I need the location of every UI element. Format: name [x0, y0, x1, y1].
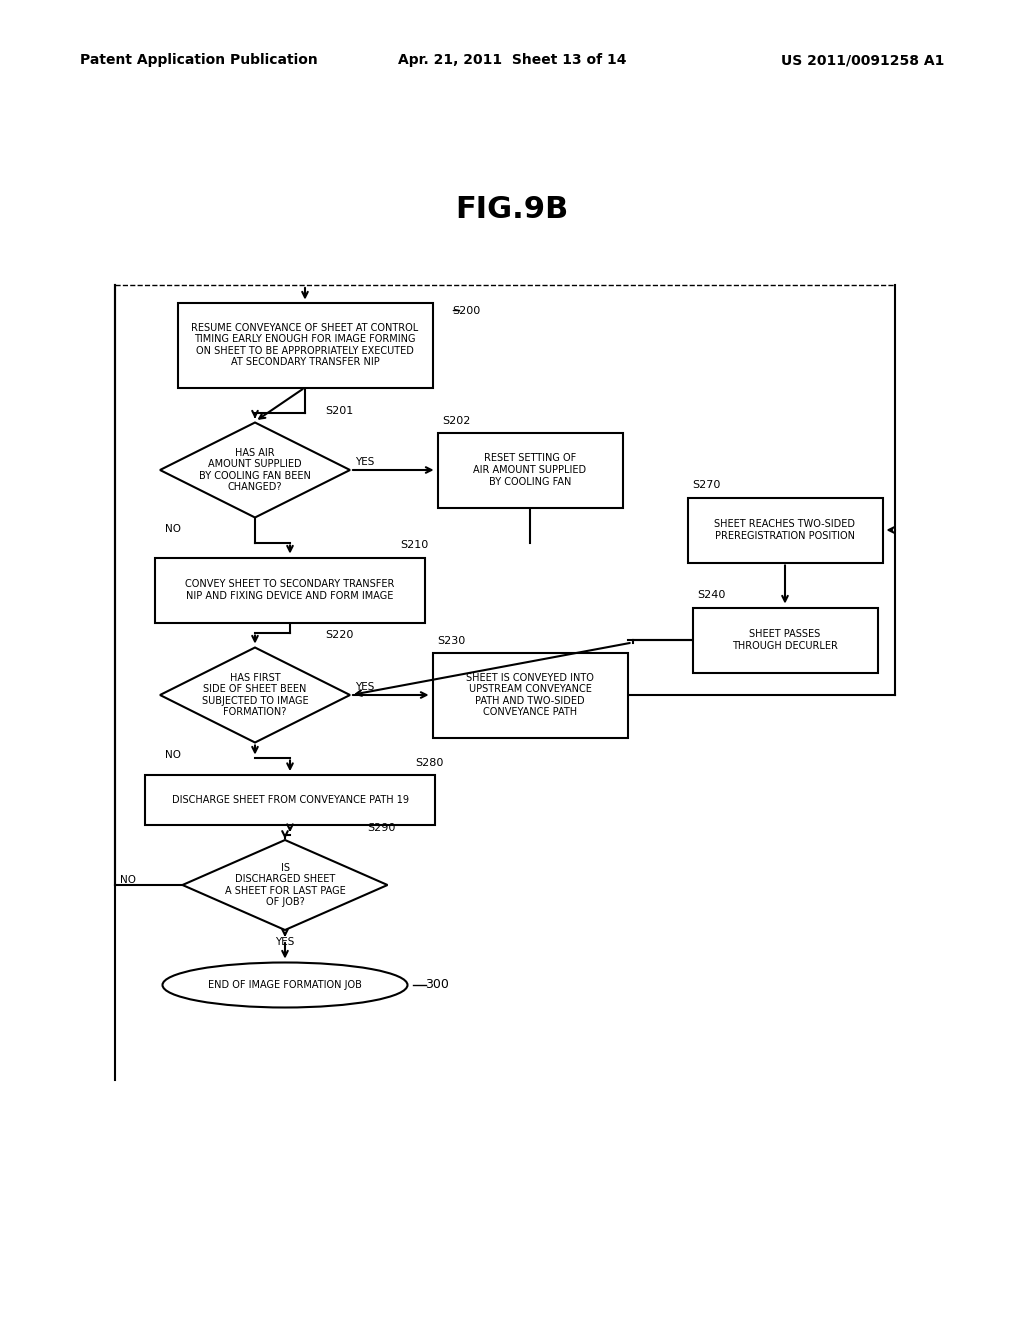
- Text: 300: 300: [426, 978, 450, 991]
- Bar: [692, 607, 878, 672]
- Text: SHEET IS CONVEYED INTO
UPSTREAM CONVEYANCE
PATH AND TWO-SIDED
CONVEYANCE PATH: SHEET IS CONVEYED INTO UPSTREAM CONVEYAN…: [466, 673, 594, 717]
- Text: S210: S210: [400, 540, 428, 550]
- Text: END OF IMAGE FORMATION JOB: END OF IMAGE FORMATION JOB: [208, 979, 361, 990]
- Text: CONVEY SHEET TO SECONDARY TRANSFER
NIP AND FIXING DEVICE AND FORM IMAGE: CONVEY SHEET TO SECONDARY TRANSFER NIP A…: [185, 579, 394, 601]
- Text: S202: S202: [442, 416, 471, 425]
- Polygon shape: [182, 840, 387, 931]
- Text: RESET SETTING OF
AIR AMOUNT SUPPLIED
BY COOLING FAN: RESET SETTING OF AIR AMOUNT SUPPLIED BY …: [473, 453, 587, 487]
- Text: S230: S230: [437, 635, 466, 645]
- Bar: [177, 302, 432, 388]
- Text: SHEET REACHES TWO-SIDED
PREREGISTRATION POSITION: SHEET REACHES TWO-SIDED PREREGISTRATION …: [715, 519, 855, 541]
- Text: Apr. 21, 2011  Sheet 13 of 14: Apr. 21, 2011 Sheet 13 of 14: [397, 53, 627, 67]
- Bar: [155, 557, 425, 623]
- Text: NO: NO: [165, 750, 181, 759]
- Text: S220: S220: [325, 631, 353, 640]
- Polygon shape: [160, 648, 350, 742]
- Text: S280: S280: [415, 758, 443, 768]
- Bar: [437, 433, 623, 507]
- Text: S201: S201: [325, 405, 353, 416]
- Text: HAS AIR
AMOUNT SUPPLIED
BY COOLING FAN BEEN
CHANGED?: HAS AIR AMOUNT SUPPLIED BY COOLING FAN B…: [199, 447, 311, 492]
- Text: S270: S270: [692, 480, 721, 491]
- Text: YES: YES: [355, 682, 375, 692]
- Text: RESUME CONVEYANCE OF SHEET AT CONTROL
TIMING EARLY ENOUGH FOR IMAGE FORMING
ON S: RESUME CONVEYANCE OF SHEET AT CONTROL TI…: [191, 322, 419, 367]
- Text: US 2011/0091258 A1: US 2011/0091258 A1: [780, 53, 944, 67]
- Text: YES: YES: [355, 457, 375, 467]
- Text: FIG.9B: FIG.9B: [456, 195, 568, 224]
- Bar: [432, 652, 628, 738]
- Text: DISCHARGE SHEET FROM CONVEYANCE PATH 19: DISCHARGE SHEET FROM CONVEYANCE PATH 19: [171, 795, 409, 805]
- Text: IS
DISCHARGED SHEET
A SHEET FOR LAST PAGE
OF JOB?: IS DISCHARGED SHEET A SHEET FOR LAST PAG…: [224, 862, 345, 907]
- Text: Patent Application Publication: Patent Application Publication: [80, 53, 317, 67]
- Text: S200: S200: [453, 305, 480, 315]
- Text: NO: NO: [120, 875, 136, 884]
- Polygon shape: [160, 422, 350, 517]
- Text: S240: S240: [697, 590, 726, 601]
- Text: NO: NO: [165, 524, 181, 535]
- Bar: [145, 775, 435, 825]
- Text: YES: YES: [275, 937, 295, 946]
- Text: S290: S290: [368, 822, 396, 833]
- Text: HAS FIRST
SIDE OF SHEET BEEN
SUBJECTED TO IMAGE
FORMATION?: HAS FIRST SIDE OF SHEET BEEN SUBJECTED T…: [202, 673, 308, 717]
- Bar: [687, 498, 883, 562]
- Ellipse shape: [163, 962, 408, 1007]
- Text: SHEET PASSES
THROUGH DECURLER: SHEET PASSES THROUGH DECURLER: [732, 630, 838, 651]
